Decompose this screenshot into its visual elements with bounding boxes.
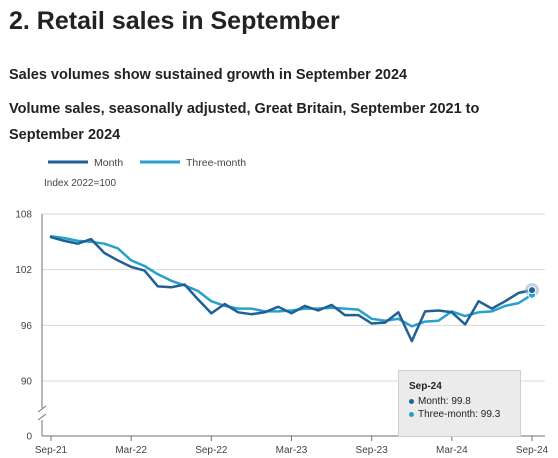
y-axis-break-mark [37,405,47,421]
x-tick-label-Mar-23: Mar-23 [276,445,308,456]
chart-subtitle: Volume sales, seasonally adjusted, Great… [9,101,480,143]
y-tick-label-0: 0 [26,432,32,443]
hover-point-month [528,286,536,295]
chart-legend: Month Three-month [48,157,246,169]
series-layer [49,235,539,343]
series-line-month [49,235,534,343]
tooltip-value-month: Month: 99.8 [418,396,471,407]
x-tick-label-Mar-22: Mar-22 [115,445,147,456]
tooltip-dot-month [409,399,414,404]
x-tick-label-Sep-24: Sep-24 [516,445,549,456]
legend-label-month: Month [94,157,123,169]
legend-label-three-month: Three-month [186,157,246,169]
y-tick-label-96: 96 [21,321,33,332]
retail-sales-line-chart: Month Three-month Index 2022=100 0 90 96 10… [15,157,548,457]
hover-tooltip: Sep-24 Month: 99.8 Three-month: 99.3 [398,370,521,437]
y-tick-label-102: 102 [15,265,32,276]
section-title: 2. Retail sales in September [9,7,340,35]
y-tick-label-90: 90 [21,377,33,388]
y-axis-label: Index 2022=100 [44,178,116,189]
tooltip-dot-three-month [409,412,414,417]
y-tick-label-108: 108 [15,210,32,221]
tooltip-row-month: Month: 99.8 [409,395,510,408]
x-tick-label-Sep-22: Sep-22 [195,445,228,456]
x-tick-label-Sep-21: Sep-21 [35,445,68,456]
chart-headline: Sales volumes show sustained growth in S… [9,67,408,83]
tooltip-title: Sep-24 [409,381,442,392]
tooltip-value-three-month: Three-month: 99.3 [418,409,501,420]
axis-layer: 0 90 96 102 108 Sep-21 Mar-22 Sep-22 Mar-23 Sep-2… [15,210,548,457]
tooltip-row-three-month: Three-month: 99.3 [409,408,510,421]
x-tick-label-Mar-24: Mar-24 [436,445,468,456]
x-tick-label-Sep-23: Sep-23 [356,445,389,456]
